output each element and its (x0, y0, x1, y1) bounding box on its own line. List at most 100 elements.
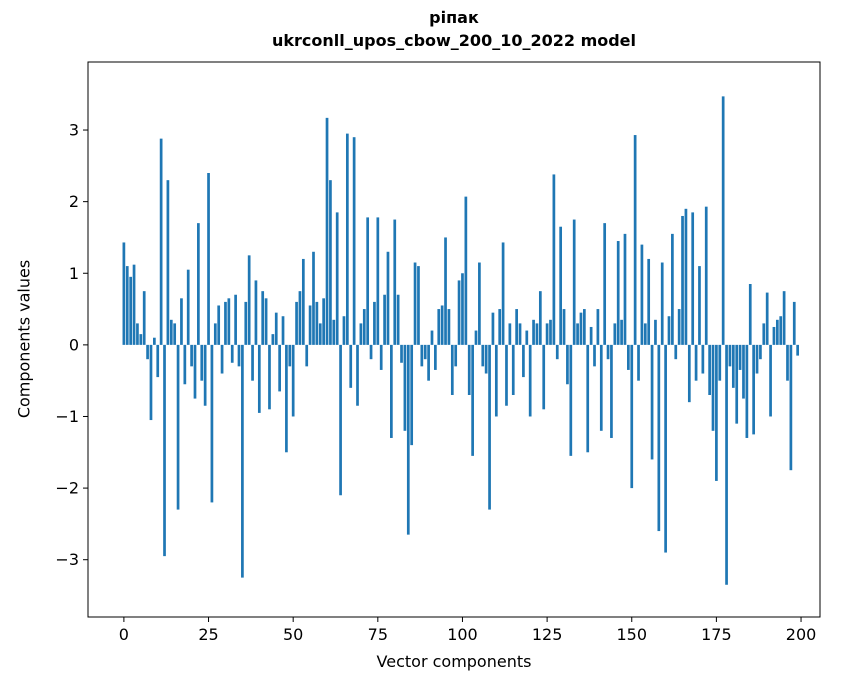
bar (349, 344, 353, 388)
bar (684, 208, 688, 345)
bar (542, 344, 546, 410)
bar (687, 344, 691, 403)
bar (528, 344, 532, 417)
bar (423, 344, 427, 360)
bar (325, 117, 329, 345)
bar (315, 301, 319, 345)
bar (447, 309, 451, 345)
bar (728, 344, 732, 367)
bar (176, 344, 180, 510)
bar (616, 241, 620, 345)
bar (159, 138, 163, 345)
bar (748, 284, 752, 345)
bar (271, 334, 275, 345)
bar (136, 323, 139, 345)
bar (725, 344, 728, 585)
bar (755, 344, 759, 374)
bar (569, 344, 573, 456)
bar (643, 323, 647, 345)
bar (718, 344, 722, 381)
bar (698, 266, 701, 345)
bar (779, 316, 783, 345)
bar (373, 301, 376, 345)
bar (738, 344, 742, 370)
bar (606, 344, 610, 360)
bar (467, 344, 471, 395)
bar (295, 301, 298, 345)
bar (237, 344, 241, 367)
bar (474, 330, 478, 345)
bar (488, 344, 491, 510)
y-tick-label: −1 (55, 407, 79, 426)
bar (664, 344, 667, 553)
bar (163, 344, 166, 557)
bar (437, 309, 441, 345)
bar (691, 212, 695, 345)
bar (153, 337, 156, 345)
bar (420, 344, 424, 367)
bar (390, 344, 393, 438)
y-tick-label: 0 (69, 335, 79, 354)
bar (464, 196, 468, 345)
bar (657, 344, 661, 532)
bar (298, 291, 302, 345)
chart-title-line2: ukrconll_upos_cbow_200_10_2022 model (271, 31, 637, 50)
y-tick-label: 3 (69, 121, 79, 140)
chart-title-line1: ріпак (429, 8, 479, 27)
bar (759, 344, 762, 360)
bar (396, 294, 400, 345)
bar (545, 323, 549, 345)
bar (721, 96, 725, 345)
bar (562, 309, 566, 345)
bar (322, 298, 325, 345)
x-tick-label: 50 (283, 625, 303, 644)
bar (731, 344, 735, 388)
bar (478, 262, 481, 345)
bar (386, 251, 390, 345)
bar (515, 309, 518, 345)
bar (230, 344, 234, 363)
bar (251, 344, 254, 381)
bar (190, 344, 193, 367)
bar (501, 242, 505, 345)
bar (627, 344, 630, 370)
bar (241, 344, 244, 578)
bar (312, 251, 315, 345)
bar (440, 305, 444, 345)
bar (329, 180, 332, 345)
bar (572, 219, 576, 345)
bar (630, 344, 634, 489)
bar (146, 344, 149, 360)
bar (566, 344, 569, 385)
bar (301, 258, 305, 345)
bar (335, 212, 339, 345)
bar (318, 323, 322, 345)
bar (715, 344, 718, 481)
y-tick-label: 2 (69, 192, 79, 211)
bar (782, 291, 786, 345)
bar (525, 330, 529, 345)
bar (471, 344, 474, 456)
bar (376, 217, 380, 345)
bar (186, 269, 190, 345)
bar (667, 316, 671, 345)
bar (745, 344, 749, 438)
y-tick-label: −2 (55, 479, 79, 498)
bar (197, 223, 200, 345)
bar (227, 298, 231, 345)
bar (660, 262, 664, 345)
bar (603, 223, 607, 345)
bar (356, 344, 359, 406)
bar (156, 344, 160, 378)
bar (132, 264, 136, 345)
bar (366, 217, 370, 345)
bar (789, 344, 793, 471)
bar (444, 237, 447, 345)
bar (139, 334, 143, 345)
bar (193, 344, 197, 399)
bar (400, 344, 403, 363)
axes-frame (87, 61, 821, 618)
bar (217, 305, 221, 345)
bar (769, 344, 772, 417)
